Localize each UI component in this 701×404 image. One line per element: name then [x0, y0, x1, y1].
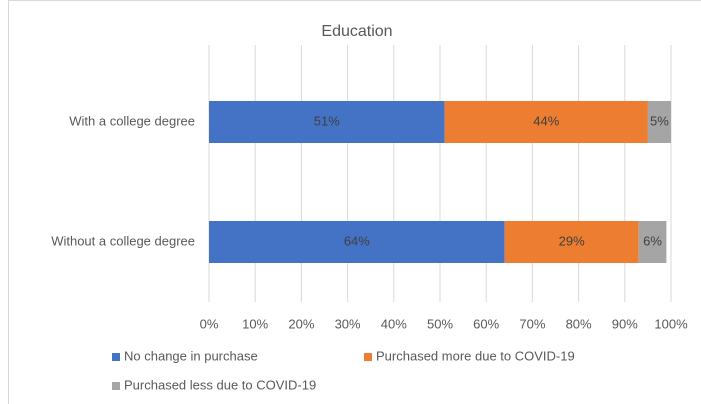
- y-tick-label: With a college degree: [69, 113, 195, 128]
- data-label: 44%: [533, 113, 559, 128]
- bar-segment: [504, 221, 639, 263]
- bar-segment: [209, 221, 505, 263]
- legend-swatch: [112, 382, 120, 390]
- x-tick-label: 40%: [381, 316, 407, 331]
- bar-segment: [444, 101, 648, 143]
- chart-border: [8, 0, 701, 404]
- data-label: 64%: [344, 233, 370, 248]
- data-label: 6%: [643, 233, 662, 248]
- x-tick-label: 50%: [427, 316, 453, 331]
- x-tick-label: 100%: [654, 316, 688, 331]
- chart-title: Education: [321, 23, 392, 40]
- x-tick-label: 20%: [288, 316, 314, 331]
- x-tick-label: 10%: [242, 316, 268, 331]
- x-tick-label: 90%: [612, 316, 638, 331]
- x-tick-label: 30%: [335, 316, 361, 331]
- x-tick-label: 70%: [519, 316, 545, 331]
- data-label: 29%: [559, 233, 585, 248]
- bar-segment: [638, 221, 667, 263]
- data-label: 51%: [314, 113, 340, 128]
- bar-segment: [209, 101, 445, 143]
- legend-swatch: [112, 353, 120, 361]
- data-label: 5%: [650, 113, 669, 128]
- x-tick-label: 60%: [473, 316, 499, 331]
- y-tick-label: Without a college degree: [51, 233, 195, 248]
- legend-swatch: [364, 353, 372, 361]
- x-tick-label: 80%: [566, 316, 592, 331]
- legend-label: Purchased less due to COVID-19: [124, 377, 316, 392]
- x-tick-label: 0%: [200, 316, 219, 331]
- legend-label: Purchased more due to COVID-19: [376, 348, 575, 363]
- legend-label: No change in purchase: [124, 348, 258, 363]
- bar-segment: [647, 101, 671, 143]
